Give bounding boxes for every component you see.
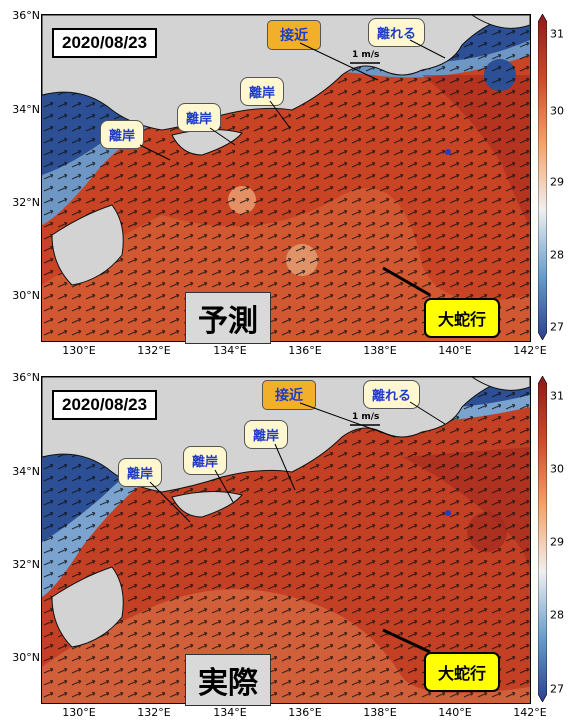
approach-callout: 接近: [267, 20, 321, 50]
colorbar-tick-30: 30: [550, 104, 564, 118]
velocity-scale-label: 1 m/s: [352, 412, 380, 422]
lon-label-130: 130°E: [62, 344, 96, 357]
colorbar-tick-29: 29: [550, 175, 564, 189]
velocity-scale-label: 1 m/s: [352, 50, 380, 60]
colorbar: [538, 14, 547, 340]
prediction-panel: 36°N 34°N 32°N 30°N 130°E 132°E 134°E 13…: [0, 0, 576, 361]
lat-label-32: 32°N: [12, 558, 40, 571]
colorbar-tick-27: 27: [550, 682, 564, 696]
sst-map-prediction: [41, 14, 531, 342]
panel-kind-label: 予測: [185, 292, 271, 344]
colorbar-tick-30: 30: [550, 462, 564, 476]
date-label: 2020/08/23: [52, 390, 158, 420]
leave-callout-2: 離岸: [177, 103, 222, 132]
date-label: 2020/08/23: [52, 28, 158, 58]
lon-label-140: 140°E: [438, 344, 472, 357]
lon-label-136: 136°E: [288, 706, 322, 719]
leave-callout-east: 離れる: [368, 18, 426, 47]
lat-label-30: 30°N: [12, 289, 40, 302]
lon-label-138: 138°E: [363, 706, 397, 719]
lon-label-142: 142°E: [513, 706, 547, 719]
lon-label-134: 134°E: [213, 344, 247, 357]
colorbar-tick-31: 31: [550, 27, 564, 41]
leave-callout-3: 離岸: [244, 420, 289, 449]
leave-callout-1: 離岸: [118, 458, 163, 487]
lon-label-132: 132°E: [137, 706, 171, 719]
lon-label-142: 142°E: [513, 344, 547, 357]
lat-label-36: 36°N: [12, 9, 40, 22]
approach-callout: 接近: [262, 380, 316, 410]
leave-callout-1: 離岸: [100, 120, 145, 149]
leave-callout-3: 離岸: [240, 77, 285, 106]
lat-label-32: 32°N: [12, 196, 40, 209]
lon-label-140: 140°E: [438, 706, 472, 719]
colorbar-tick-31: 31: [550, 389, 564, 403]
lat-label-30: 30°N: [12, 651, 40, 664]
lat-label-34: 34°N: [12, 103, 40, 116]
colorbar-tick-29: 29: [550, 535, 564, 549]
lat-label-36: 36°N: [12, 371, 40, 384]
kuroshio-meander-label: 大蛇行: [424, 652, 501, 692]
lon-label-132: 132°E: [137, 344, 171, 357]
colorbar-tick-28: 28: [550, 608, 564, 622]
lon-label-136: 136°E: [288, 344, 322, 357]
lat-label-34: 34°N: [12, 465, 40, 478]
observed-panel: 36°N 34°N 32°N 30°N 130°E 132°E 134°E 13…: [0, 362, 576, 723]
leave-callout-2: 離岸: [183, 446, 228, 475]
kuroshio-meander-label: 大蛇行: [424, 298, 501, 338]
colorbar-tick-28: 28: [550, 248, 564, 262]
sst-field-prediction: [42, 15, 530, 341]
lon-label-130: 130°E: [62, 706, 96, 719]
lon-label-134: 134°E: [213, 706, 247, 719]
lon-label-138: 138°E: [363, 344, 397, 357]
panel-kind-label: 実際: [185, 654, 271, 706]
colorbar: [538, 376, 547, 702]
colorbar-tick-27: 27: [550, 320, 564, 334]
leave-callout-east: 離れる: [363, 380, 421, 409]
